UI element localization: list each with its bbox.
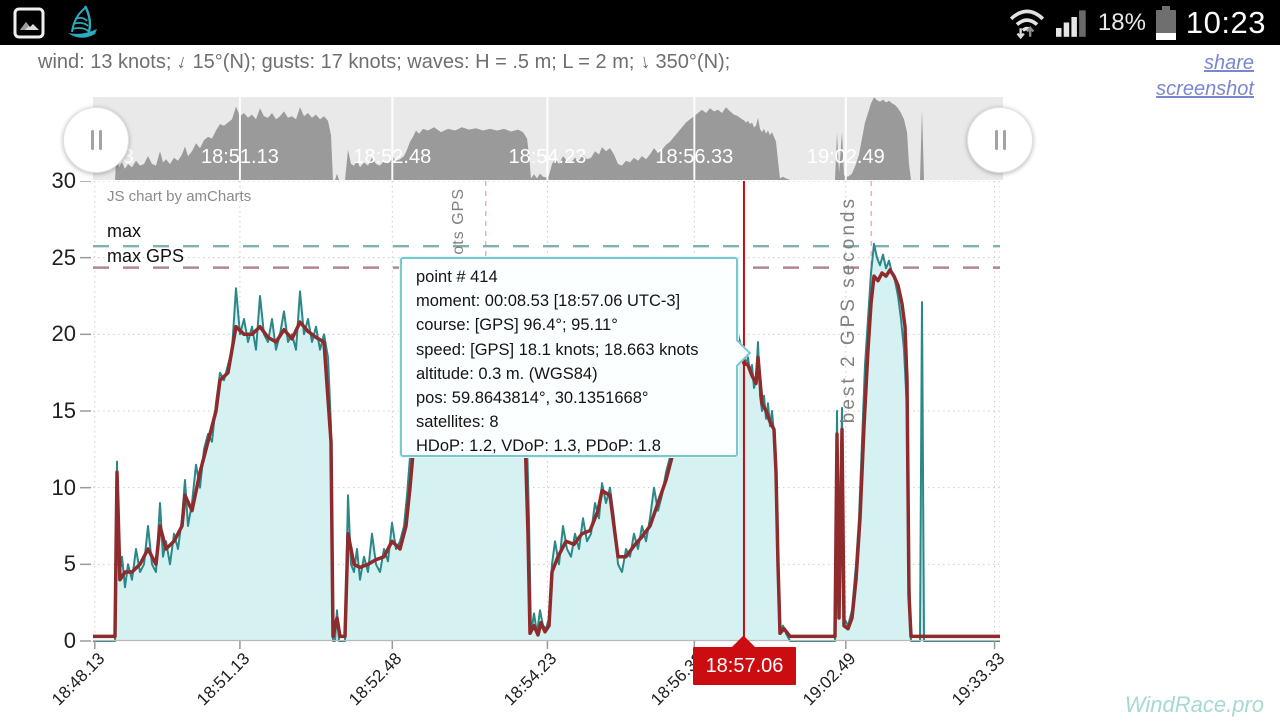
y-axis-label: 25 — [51, 244, 76, 270]
y-axis-label: 15 — [51, 398, 76, 423]
speed-chart[interactable]: 18:48.13 18:51.13 18:52.48 18:54.23 18:56.33… — [0, 90, 1280, 710]
battery-icon — [1155, 5, 1177, 41]
wifi-icon — [1007, 5, 1047, 41]
scrollbar-right-handle[interactable] — [967, 107, 1033, 173]
battery-percent-label: 18% — [1097, 8, 1146, 36]
y-axis-label: 30 — [51, 168, 76, 193]
wind-text-3: 350°(N); — [655, 51, 731, 73]
scrollbar-time-label: 18:51.13 — [200, 146, 279, 168]
y-axis-label: 20 — [51, 321, 76, 347]
wave-direction-arrow-icon: ↓ — [638, 50, 652, 74]
wind-direction-arrow-icon: ↓ — [174, 50, 190, 74]
tooltip-line: moment: 00:08.53 [18:57.06 UTC-3] — [416, 292, 681, 311]
tooltip-line: satellites: 8 — [416, 413, 499, 432]
windrace-app-icon — [60, 2, 102, 44]
x-axis-label: 18:48.13 — [48, 649, 109, 710]
x-axis-label: 18:54.23 — [500, 649, 561, 710]
signal-bars-icon — [1055, 8, 1089, 37]
cursor-time-label: 18:57.06 — [693, 647, 796, 685]
x-axis-label: 18:52.48 — [345, 649, 406, 710]
best-gps-seconds-guide-label: best 2 GPS seconds — [838, 196, 859, 424]
x-axis-label: 19:33.33 — [947, 649, 1008, 710]
android-status-bar: 18% 10:23 — [0, 0, 1280, 45]
data-point-tooltip: point # 414 moment: 00:08.53 [18:57.06 UT… — [400, 257, 752, 457]
y-axis-label: 0 — [63, 628, 76, 653]
y-axis-label: 10 — [51, 474, 76, 500]
max-guide-label: max — [107, 221, 142, 241]
scrollbar-left-handle[interactable] — [63, 107, 129, 173]
max-gps-guide-label: max GPS — [107, 246, 185, 266]
tooltip-line: pos: 59.8643814°, 30.1351668° — [416, 389, 649, 408]
tooltip-line: speed: [GPS] 18.1 knots; 18.663 knots — [416, 340, 699, 359]
tooltip-line: altitude: 0.3 m. (WGS84) — [416, 364, 598, 383]
wind-text-2: 15°(N); gusts: 17 knots; waves: H = .5 m… — [192, 51, 635, 73]
share-link-line1[interactable]: share — [1203, 52, 1254, 74]
scrollbar-time-label: 18:54.23 — [508, 146, 587, 168]
share-link-line2[interactable]: screenshot — [1156, 78, 1254, 100]
y-axis-label: 5 — [63, 551, 76, 577]
share-screenshot-link[interactable]: share screenshot — [1156, 50, 1254, 102]
scrollbar-time-label: 18:52.48 — [353, 146, 432, 168]
amcharts-credit: JS chart by amCharts — [107, 188, 252, 205]
tooltip-line: point # 414 — [416, 268, 498, 286]
clock-label: 10:23 — [1185, 4, 1266, 40]
wind-text-1: wind: 13 knots; — [38, 51, 172, 73]
chart-scrollbar[interactable]: 18:48.1318:51.1318:52.4818:54.2318:56.33… — [93, 97, 1003, 180]
scrollbar-time-label: 18:56.33 — [655, 146, 734, 168]
screenshot-saved-icon — [12, 6, 46, 40]
tooltip-line: course: [GPS] 96.4°; 95.11° — [416, 316, 618, 335]
scrollbar-time-label: 19:02.49 — [806, 146, 885, 168]
tooltip-line: HDoP: 1.2, VDoP: 1.3, PDoP: 1.8 — [416, 437, 661, 456]
x-axis-label: 18:51.13 — [193, 649, 254, 710]
windrace-watermark: WindRace.pro — [1124, 692, 1264, 717]
wind-summary: wind: 13 knots; ↓ 15°(N); gusts: 17 knot… — [38, 50, 731, 74]
